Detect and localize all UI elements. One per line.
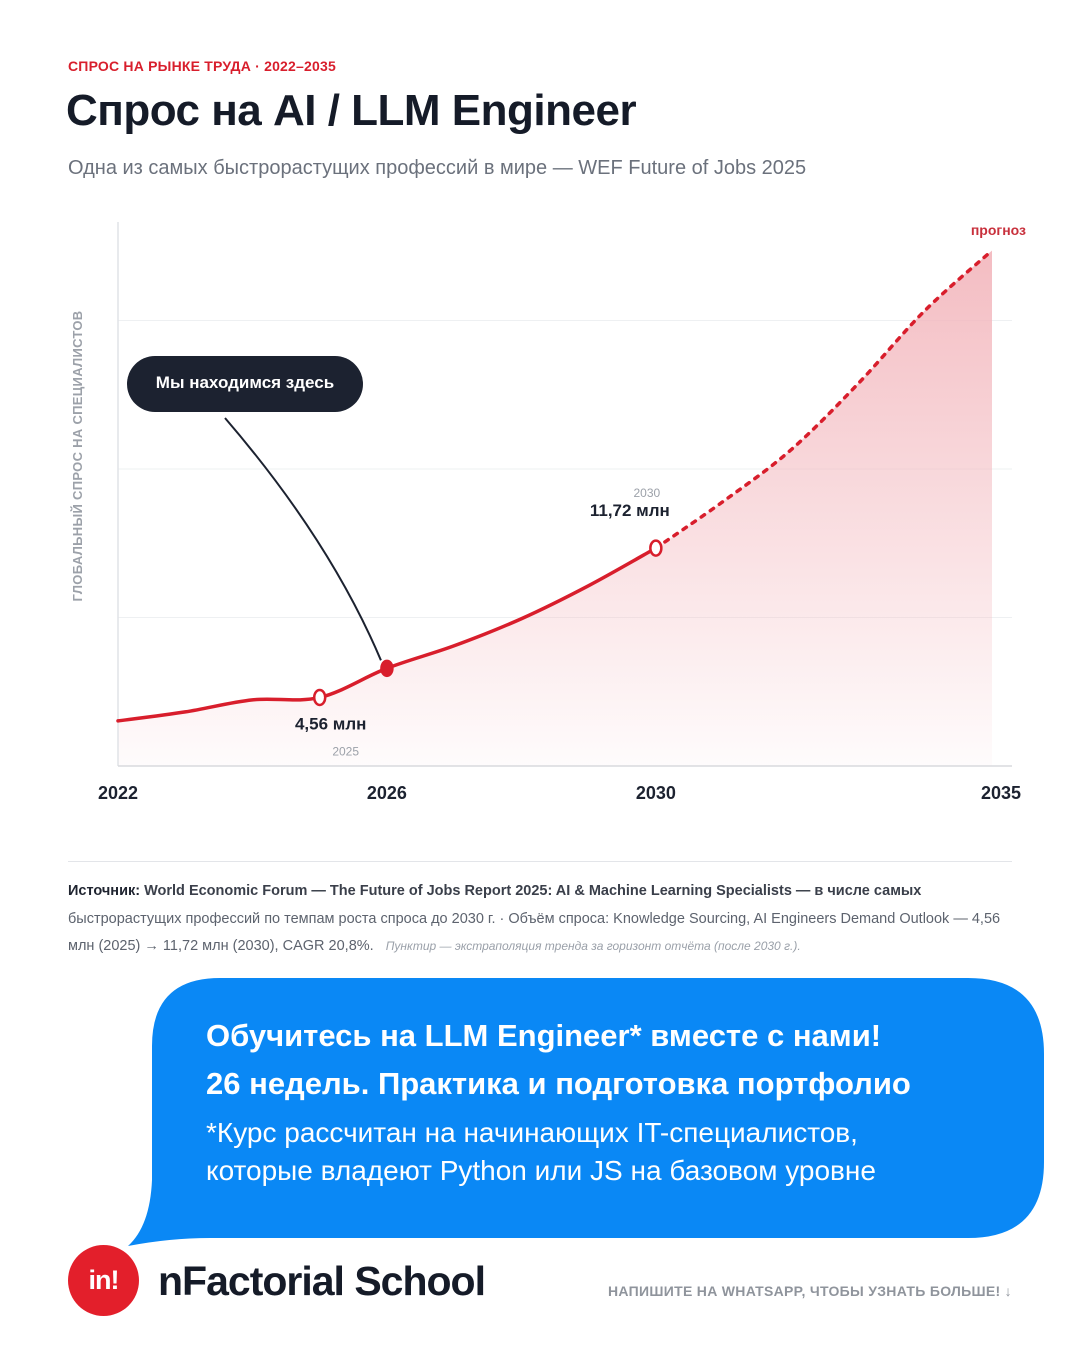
brand-name: nFactorial School <box>158 1258 486 1304</box>
data-label-2025: 4,56 млн <box>295 714 366 733</box>
callout-bubble <box>127 356 363 412</box>
x-tick-2026: 2026 <box>367 783 407 803</box>
data-label-2030: 11,72 млн <box>590 501 670 520</box>
logo-text: in! <box>88 1265 120 1295</box>
x-tick-labels: 2022 2026 2030 2035 <box>98 783 1021 803</box>
data-sublabel-2030: 2030 <box>633 486 660 500</box>
cta-note-line2: которые владеют Python или JS на базовом… <box>206 1155 876 1186</box>
page-title: Спрос на AI / LLM Engineer <box>66 86 637 135</box>
source-title: World Economic Forum — The Future of Job… <box>144 883 922 899</box>
forecast-label: прогноз <box>971 222 1026 238</box>
source-lead: Источник: <box>68 883 141 899</box>
whatsapp-prompt[interactable]: НАПИШИТЕ НА WHATSAPP, ЧТОБЫ УЗНАТЬ БОЛЬШ… <box>608 1283 1012 1299</box>
series-dotted-line <box>654 248 994 550</box>
data-sublabel-2025: 2025 <box>332 744 359 758</box>
cta-duration: 26 недель. Практика и подготовка портфол… <box>206 1066 911 1101</box>
cta-text: Обучитесь на LLM Engineer* вместе с нами… <box>206 1012 1006 1190</box>
callout-connector <box>224 417 382 661</box>
data-point-2030 <box>649 539 663 557</box>
data-points <box>312 539 663 707</box>
data-point-2025 <box>312 688 327 707</box>
cta-headline: Обучитесь на LLM Engineer* вместе с нами… <box>206 1018 882 1053</box>
eyebrow: СПРОС НА РЫНКЕ ТРУДА · 2022–2035 <box>68 58 336 74</box>
source-divider <box>68 861 1012 862</box>
x-tick-2035: 2035 <box>981 783 1021 803</box>
page-subtitle: Одна из самых быстрорастущих профессий в… <box>68 157 807 179</box>
cta-bubble-shape <box>128 978 1044 1246</box>
source-note: Источник: World Economic Forum — The Fut… <box>68 878 1012 961</box>
brand-logo-icon: in! <box>68 1245 139 1316</box>
source-footnote: Пунктир — экстраполяция тренда за горизо… <box>385 939 801 953</box>
cta-note-line1: *Курс рассчитан на начинающих IT-специал… <box>206 1117 858 1148</box>
area-fill <box>118 250 992 766</box>
x-tick-2022: 2022 <box>98 783 138 803</box>
demand-chart: ГЛОБАЛЬНЫЙ СПРОС НА СПЕЦИАЛИСТОВ Мы нахо… <box>70 222 1026 803</box>
x-tick-2030: 2030 <box>636 783 676 803</box>
data-point-2026 <box>380 659 394 678</box>
callout-label: Мы находимся здесь <box>156 373 334 392</box>
source-text: быстрорастущих профессий по темпам роста… <box>68 910 1001 955</box>
y-axis-label: ГЛОБАЛЬНЫЙ СПРОС НА СПЕЦИАЛИСТОВ <box>70 311 85 602</box>
